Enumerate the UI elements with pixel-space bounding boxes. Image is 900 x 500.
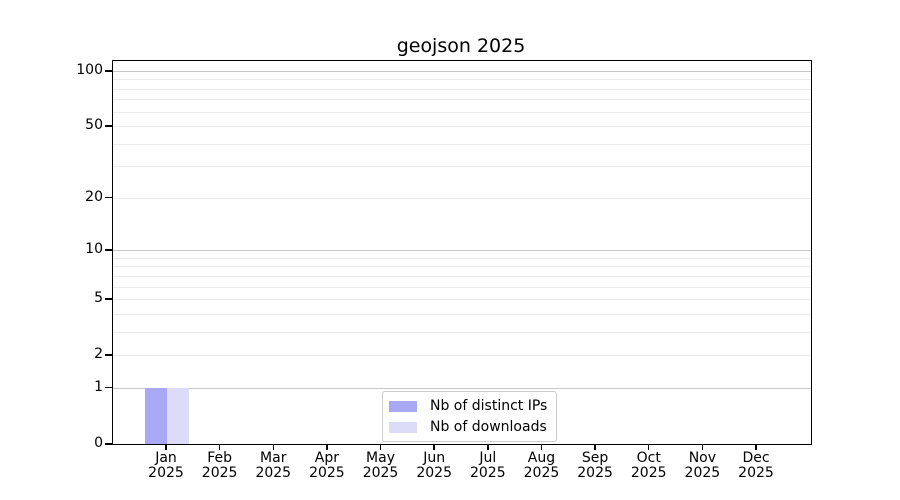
x-tick-mark: [594, 444, 596, 450]
x-tick-mark: [755, 444, 757, 450]
x-tick-label-month: Apr: [314, 450, 340, 466]
x-tick-label: Dec 2025: [724, 451, 788, 481]
x-tick-mark: [272, 444, 275, 450]
y-gridline-minor: [113, 166, 811, 168]
x-tick-mark: [540, 444, 543, 450]
y-tick-label: 2: [94, 346, 103, 363]
x-tick-label-month: Sep: [581, 450, 609, 466]
x-tick-label-year: 2025: [738, 465, 774, 481]
x-tick-label: Sep 2025: [563, 451, 627, 481]
x-tick-label: Feb 2025: [188, 451, 252, 481]
y-gridline-minor: [113, 275, 811, 277]
chart-title: geojson 2025: [396, 35, 526, 57]
x-tick-label-year: 2025: [469, 465, 506, 481]
y-gridline-minor: [113, 197, 811, 199]
x-tick-mark: [487, 444, 489, 450]
x-tick-mark: [647, 444, 650, 450]
x-tick-label-month: Jul: [479, 450, 497, 466]
x-tick-label-year: 2025: [416, 465, 452, 481]
x-tick-label-year: 2025: [523, 465, 560, 481]
x-tick-label-year: 2025: [362, 465, 399, 481]
y-tick-mark: [105, 298, 112, 300]
y-gridline-minor: [113, 331, 811, 333]
x-tick-label-year: 2025: [684, 465, 721, 481]
y-tick-mark: [105, 70, 112, 72]
y-gridline-minor: [113, 88, 811, 90]
y-gridline-minor: [113, 79, 811, 81]
y-gridline-major: [113, 250, 811, 252]
y-gridline-minor: [113, 266, 811, 268]
x-tick-label-month: Mar: [260, 450, 287, 466]
x-tick-label-month: Dec: [742, 450, 770, 466]
x-tick-label-year: 2025: [148, 465, 184, 481]
x-tick-label-year: 2025: [577, 465, 613, 481]
x-tick-label: Apr 2025: [295, 451, 359, 481]
y-gridline-minor: [113, 111, 811, 113]
legend-item-downloads: Nb of downloads: [389, 419, 547, 435]
bar-downloads: [167, 387, 189, 444]
y-tick-label: 20: [85, 188, 103, 205]
x-tick-label: Jun 2025: [402, 451, 466, 481]
x-tick-label-month: May: [366, 450, 395, 466]
y-tick-mark: [105, 443, 112, 445]
y-tick-mark: [105, 196, 112, 199]
y-gridline-minor: [113, 126, 811, 128]
x-tick-label-month: Jun: [423, 450, 446, 466]
y-tick-label: 5: [94, 290, 103, 307]
x-tick-label: Aug 2025: [509, 451, 573, 481]
y-tick-mark: [105, 125, 112, 127]
x-tick-label-year: 2025: [630, 465, 667, 481]
y-tick-label: 50: [85, 117, 103, 134]
x-tick-label-month: Feb: [207, 450, 233, 466]
y-tick-label: 1: [94, 378, 103, 395]
x-tick-mark: [701, 444, 704, 450]
y-gridline-minor: [113, 257, 811, 259]
x-tick-mark: [165, 444, 167, 450]
x-tick-label-month: Aug: [527, 450, 556, 466]
x-tick-label: Jan 2025: [134, 451, 198, 481]
legend-label-distinct-ips: Nb of distinct IPs: [430, 398, 548, 414]
y-gridline-major: [113, 71, 811, 72]
x-tick-mark: [433, 444, 435, 450]
y-tick-mark: [105, 386, 112, 389]
y-gridline-minor: [113, 143, 811, 145]
legend-item-distinct-ips: Nb of distinct IPs: [389, 398, 547, 414]
x-tick-label: Oct 2025: [617, 451, 681, 481]
y-tick-mark: [105, 354, 112, 356]
y-gridline-minor: [113, 313, 811, 315]
x-tick-label: Jul 2025: [456, 451, 520, 481]
plot-area: Nb of distinct IPs Nb of downloads: [112, 60, 812, 445]
y-gridline-major: [113, 387, 811, 389]
x-tick-mark: [379, 444, 382, 450]
x-tick-label-month: Nov: [688, 450, 717, 466]
legend-swatch-downloads-icon: [389, 421, 417, 433]
x-tick-label-month: Jan: [155, 450, 177, 466]
y-gridline-minor: [113, 286, 811, 288]
x-tick-label-year: 2025: [309, 465, 345, 481]
x-tick-label: Nov 2025: [670, 451, 734, 481]
x-tick-label: May 2025: [349, 451, 413, 481]
y-tick-label: 10: [85, 241, 103, 258]
y-gridline-minor: [113, 99, 811, 101]
x-tick-label-month: Oct: [636, 450, 661, 466]
legend-label-downloads: Nb of downloads: [430, 419, 547, 435]
y-tick-mark: [105, 249, 112, 251]
x-tick-label-year: 2025: [201, 465, 238, 481]
bar-distinct-ips: [145, 387, 167, 444]
y-gridline-minor: [113, 355, 811, 357]
legend: Nb of distinct IPs Nb of downloads: [382, 391, 558, 442]
y-tick-label: 0: [94, 435, 103, 451]
x-tick-label: Mar 2025: [241, 451, 305, 481]
legend-swatch-distinct-ips-icon: [389, 400, 417, 412]
x-tick-mark: [218, 444, 221, 450]
x-tick-mark: [326, 444, 328, 450]
y-tick-label: 100: [76, 62, 103, 78]
x-tick-label-year: 2025: [255, 465, 292, 481]
y-gridline-minor: [113, 299, 811, 301]
